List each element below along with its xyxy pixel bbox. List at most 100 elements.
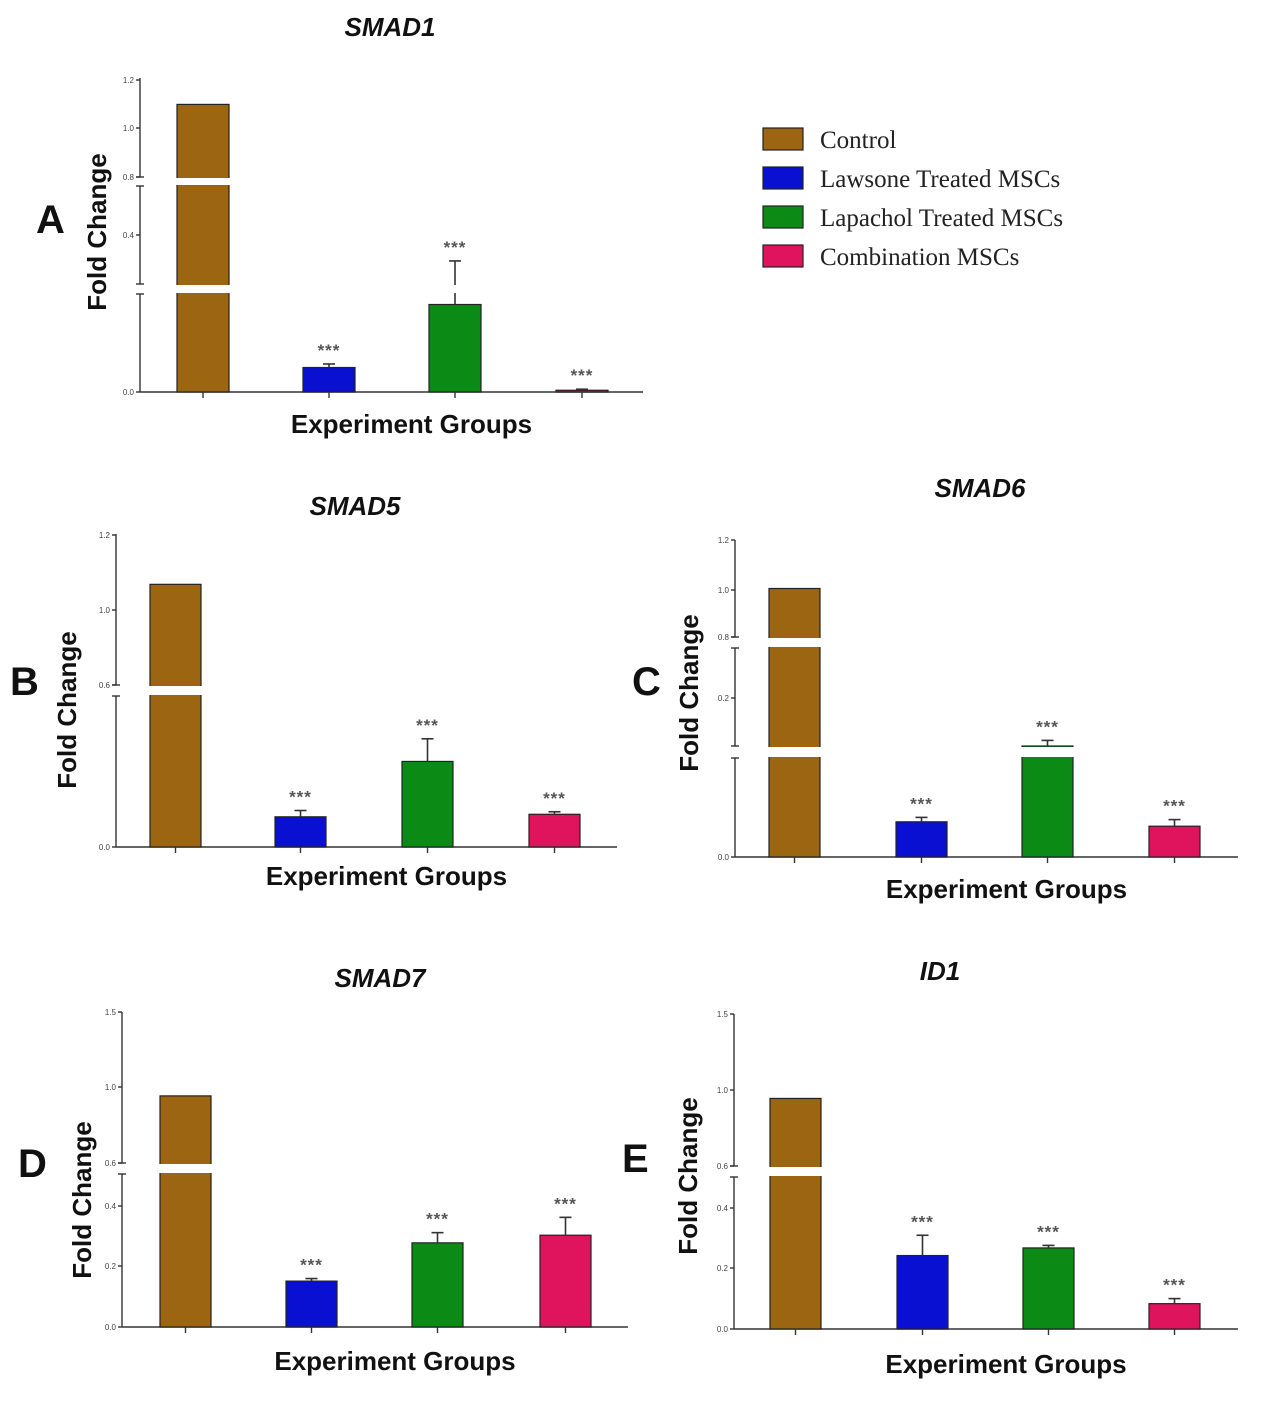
bar-group: *** xyxy=(1148,1276,1201,1335)
chart-panel-b: SMAD5 B Fold Change Experiment Groups 0.0 0.6… xyxy=(10,491,617,891)
y-axis-label: Fold Change xyxy=(52,631,82,788)
bar-group: *** xyxy=(1022,1222,1075,1335)
bar-group: *** xyxy=(411,1210,464,1333)
axis-break-gap xyxy=(119,1164,628,1173)
significance-label: *** xyxy=(1163,797,1186,816)
bar-group: *** xyxy=(528,789,581,853)
bar xyxy=(555,389,609,393)
significance-label: *** xyxy=(318,341,341,360)
bar xyxy=(1021,745,1074,858)
y-tick-label: 0.4 xyxy=(105,1202,117,1211)
axis-break-gap xyxy=(731,1167,1238,1176)
bar-group: *** xyxy=(895,794,948,863)
y-tick-label: 0.4 xyxy=(123,231,135,240)
x-axis-label: Experiment Groups xyxy=(885,1349,1126,1379)
panel-letter: E xyxy=(622,1137,649,1181)
panel-letter: B xyxy=(10,660,39,704)
axis-break-gap xyxy=(732,638,1238,647)
legend-swatch xyxy=(762,205,804,229)
bar xyxy=(1148,1303,1201,1330)
y-tick-label: 1.0 xyxy=(123,124,135,133)
y-tick-label: 0.8 xyxy=(123,173,135,182)
bar xyxy=(768,587,821,858)
bar-group xyxy=(176,103,230,398)
legend-swatch xyxy=(762,166,804,190)
y-axis-label: Fold Change xyxy=(82,153,112,310)
x-axis-label: Experiment Groups xyxy=(291,409,532,439)
y-tick-label: 1.0 xyxy=(718,586,730,595)
bar-group: *** xyxy=(555,366,609,398)
bar xyxy=(1148,825,1201,858)
y-tick-label: 0.0 xyxy=(105,1323,117,1332)
bar-group: *** xyxy=(539,1194,592,1333)
chart-title: ID1 xyxy=(920,956,960,986)
y-tick-label: 1.0 xyxy=(99,606,111,615)
significance-label: *** xyxy=(300,1256,323,1275)
y-tick-label: 0.6 xyxy=(99,681,111,690)
x-axis-label: Experiment Groups xyxy=(886,874,1127,904)
bar xyxy=(896,1254,949,1330)
bar-group: *** xyxy=(428,238,482,398)
x-axis-label: Experiment Groups xyxy=(266,861,507,891)
legend-label: Lawsone Treated MSCs xyxy=(820,166,1060,193)
legend-item: Lawsone Treated MSCs xyxy=(762,166,1060,193)
bar xyxy=(528,813,581,848)
bar-group xyxy=(149,583,202,853)
legend-label: Lapachol Treated MSCs xyxy=(820,205,1063,232)
legend-swatch xyxy=(762,244,804,268)
bar-group: *** xyxy=(896,1212,949,1335)
bar-group: *** xyxy=(1021,717,1074,863)
y-tick-label: 0.0 xyxy=(99,843,111,852)
legend-item: Control xyxy=(762,127,896,154)
bar xyxy=(428,303,482,393)
significance-label: *** xyxy=(1036,717,1059,736)
y-tick-label: 0.0 xyxy=(717,1325,729,1334)
axis-break-gap xyxy=(137,285,643,293)
significance-label: *** xyxy=(416,716,439,735)
y-tick-label: 0.4 xyxy=(717,1204,729,1213)
y-tick-label: 1.0 xyxy=(717,1086,729,1095)
significance-label: *** xyxy=(444,238,467,257)
bar-group xyxy=(159,1095,212,1333)
y-tick-label: 0.0 xyxy=(718,853,730,862)
axis-break-gap xyxy=(113,686,617,695)
y-tick-label: 1.2 xyxy=(718,536,730,545)
significance-label: *** xyxy=(910,794,933,813)
significance-label: *** xyxy=(911,1212,934,1231)
axis-break-gap xyxy=(137,178,643,185)
significance-label: *** xyxy=(554,1194,577,1213)
y-tick-label: 0.6 xyxy=(105,1159,117,1168)
bar xyxy=(176,103,230,393)
x-axis-label: Experiment Groups xyxy=(274,1346,515,1376)
chart-panel-c: SMAD6 C Fold Change Experiment Groups 0.0 0.2… xyxy=(632,473,1238,904)
y-axis-label: Fold Change xyxy=(67,1121,97,1278)
y-tick-label: 1.0 xyxy=(105,1083,117,1092)
bar xyxy=(769,1097,822,1330)
panel-letter: D xyxy=(18,1142,47,1186)
bar xyxy=(285,1280,338,1328)
bar-group: *** xyxy=(401,716,454,853)
legend-label: Control xyxy=(820,127,896,154)
legend-swatch xyxy=(762,127,804,151)
bar-group: *** xyxy=(285,1256,338,1333)
significance-label: *** xyxy=(571,366,594,385)
y-tick-label: 0.6 xyxy=(717,1162,729,1171)
y-tick-label: 0.2 xyxy=(718,694,730,703)
bar xyxy=(159,1095,212,1328)
y-tick-label: 1.5 xyxy=(105,1008,117,1017)
y-axis-label: Fold Change xyxy=(673,1097,703,1254)
panel-letter: C xyxy=(632,660,661,704)
chart-panel-d: SMAD7 D Fold Change Experiment Groups 0.0 0.2… xyxy=(18,963,628,1376)
chart-title: SMAD6 xyxy=(934,473,1026,503)
y-axis-label: Fold Change xyxy=(674,614,704,771)
y-tick-label: 0.0 xyxy=(123,388,135,397)
chart-panel-e: ID1 E Fold Change Experiment Groups 0.0 0.2 0.… xyxy=(622,956,1238,1379)
bar xyxy=(411,1242,464,1328)
bar-group: *** xyxy=(302,341,356,398)
legend: Control Lawsone Treated MSCs Lapachol Trea… xyxy=(762,127,1063,271)
chart-title: SMAD1 xyxy=(344,12,435,42)
y-tick-label: 1.2 xyxy=(123,76,135,85)
legend-label: Combination MSCs xyxy=(820,244,1019,271)
significance-label: *** xyxy=(289,788,312,807)
